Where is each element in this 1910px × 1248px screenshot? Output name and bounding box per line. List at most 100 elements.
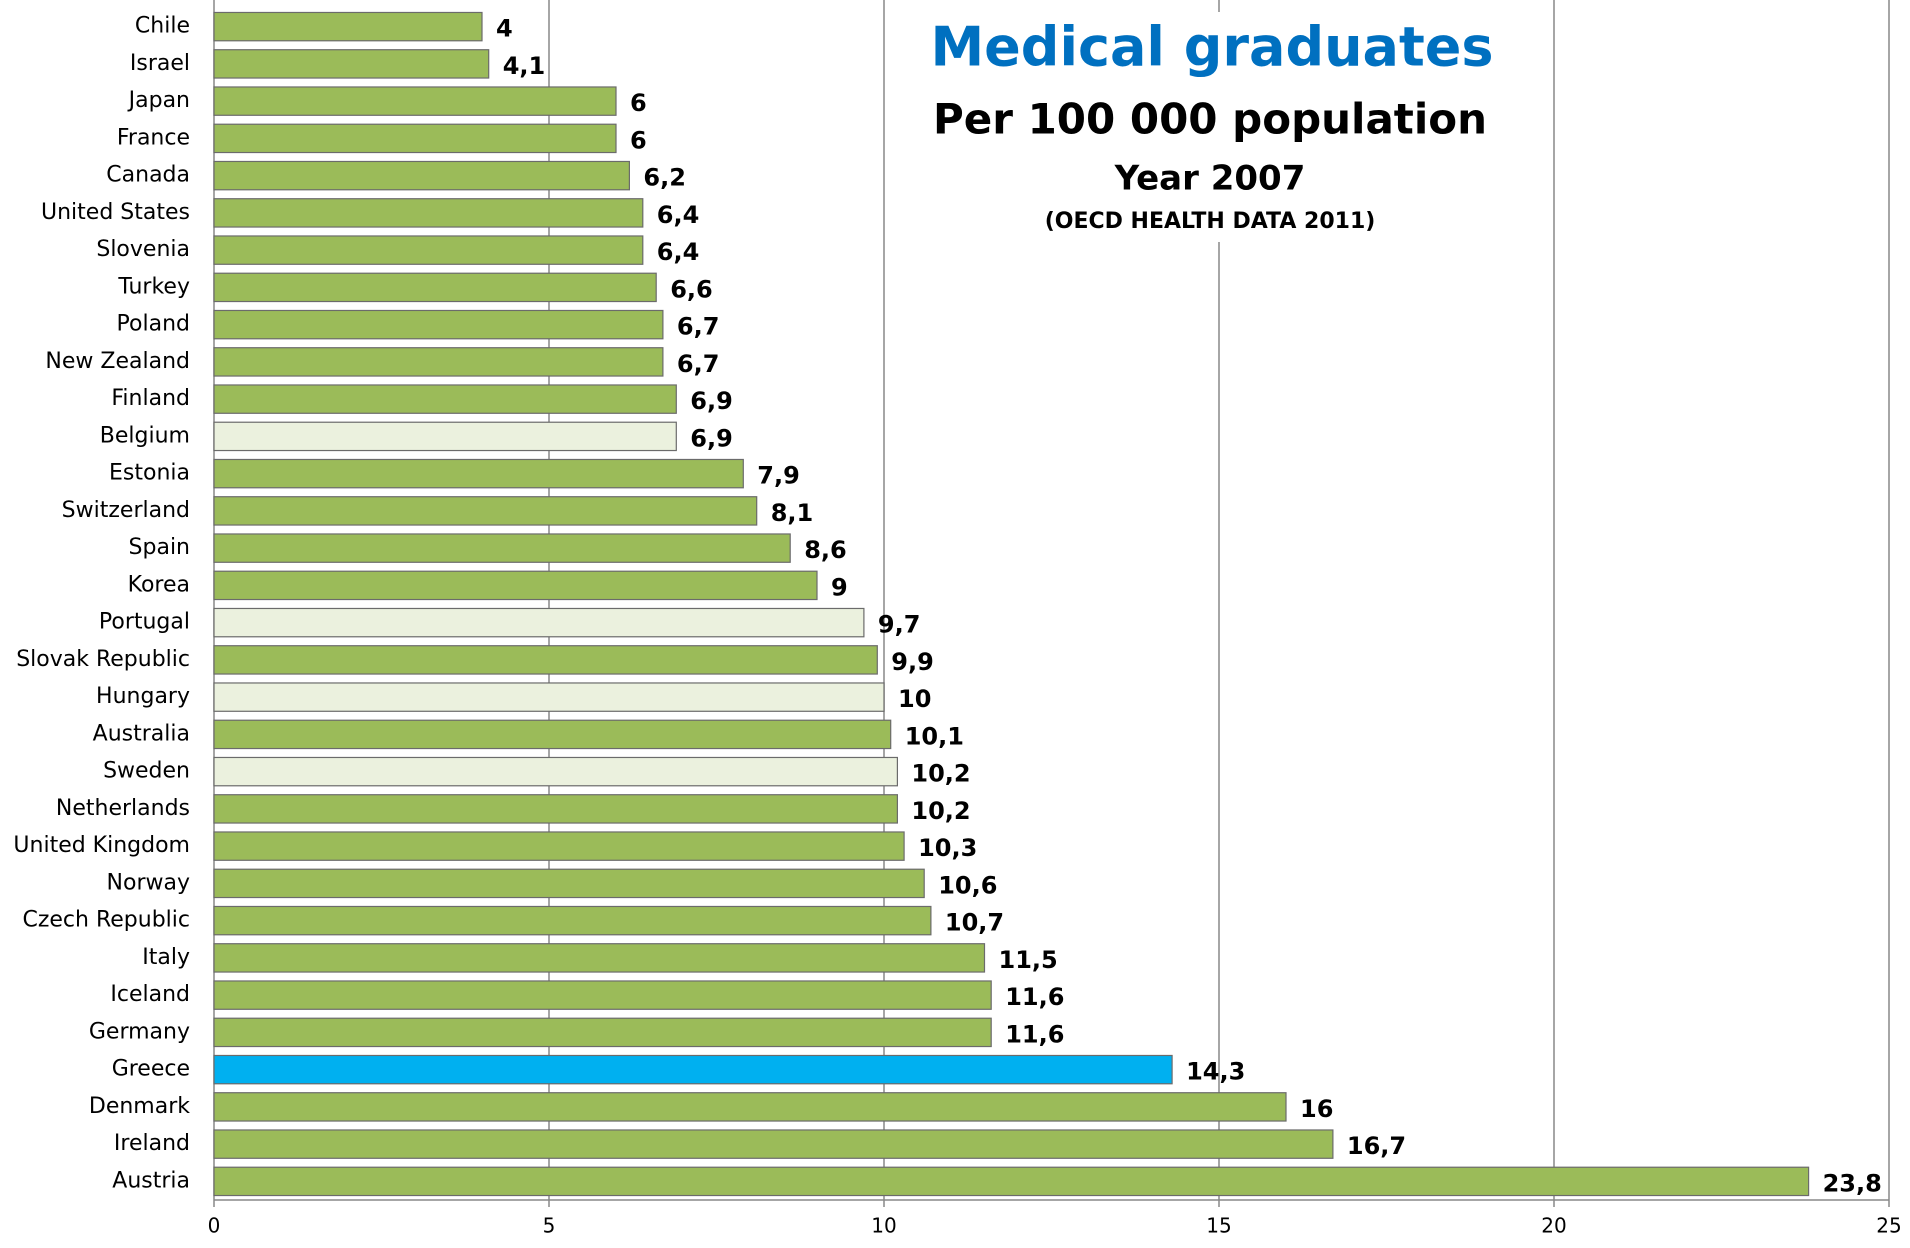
y-tick-label: Portugal [99,610,190,635]
value-label: 23,8 [1823,1169,1882,1197]
chart-source: (OECD HEALTH DATA 2011) [1045,209,1376,234]
value-label: 8,1 [771,499,814,527]
value-label: 10,1 [905,722,964,750]
value-label: 6 [630,126,647,154]
value-label: 9,9 [891,648,934,676]
value-label: 16,7 [1347,1132,1406,1160]
value-label: 6 [630,89,647,117]
y-tick-label: Greece [112,1057,190,1082]
value-label: 6,7 [677,313,720,341]
y-tick-label: Ireland [114,1131,190,1156]
y-tick-label: Chile [135,14,190,39]
y-tick-label: France [117,125,190,150]
y-tick-label: Slovak Republic [16,647,190,672]
bar [213,198,644,228]
bar [213,272,657,303]
value-label: 11,6 [1005,983,1064,1011]
y-tick-label: Canada [106,163,190,188]
y-tick-label: Italy [142,945,190,970]
bar [213,1129,1334,1159]
bar [213,719,892,750]
value-label: 11,5 [999,946,1058,974]
bar [213,682,885,712]
y-tick-label: Sweden [103,759,190,784]
bar [213,1017,992,1048]
y-tick-label: Norway [107,870,190,895]
y-tick-label: Czech Republic [22,908,190,933]
chart-subtitle: Per 100 000 population [933,95,1487,144]
value-label: 6,6 [670,275,713,303]
bar [213,458,744,489]
y-tick-label: United States [41,200,190,225]
bar [213,1092,1287,1122]
bar [213,309,664,340]
x-tick-label: 10 [871,1214,896,1238]
value-label: 4 [496,15,513,43]
bar [213,421,677,452]
y-tick-label: Israel [130,51,190,76]
value-label: 6,4 [657,201,700,229]
bar [213,570,818,601]
y-tick-label: Hungary [96,684,190,709]
bar [213,905,932,936]
y-tick-label: Austria [112,1168,190,1193]
value-label: 4,1 [503,52,546,80]
value-label: 10,3 [918,834,977,862]
value-label: 14,3 [1186,1058,1245,1086]
bar [213,11,483,42]
bar [213,86,617,116]
bar [213,1166,1810,1197]
value-label: 6,7 [677,350,720,378]
y-tick-label: Iceland [110,982,190,1007]
y-tick-label: Estonia [109,461,190,486]
x-tick-label: 5 [543,1214,556,1238]
chart-title: Medical graduates [930,16,1493,79]
bar [213,756,899,787]
value-label: 6,2 [643,164,686,192]
title-background [940,12,1480,242]
chart-subtitle: Year 2007 [1114,159,1306,199]
y-tick-label: Finland [111,386,190,411]
value-label: 10 [898,685,931,713]
x-tick-label: 0 [208,1214,221,1238]
value-label: 11,6 [1005,1020,1064,1048]
bar [213,160,630,191]
value-label: 10,2 [911,760,970,788]
value-label: 10,2 [911,797,970,825]
bar [213,607,865,638]
y-tick-label: Belgium [100,423,190,448]
y-tick-label: Switzerland [62,498,190,523]
value-label: 6,9 [690,387,733,415]
value-label: 9,7 [878,611,921,639]
bar [213,980,992,1010]
x-tick-label: 15 [1206,1214,1231,1238]
value-label: 7,9 [757,462,800,490]
y-tick-label: Slovenia [96,237,190,262]
bar [213,868,925,899]
value-label: 8,6 [804,536,847,564]
y-tick-label: Poland [117,312,190,337]
value-label: 9 [831,573,848,601]
bar [213,49,490,79]
y-tick-label: Turkey [117,274,190,299]
y-tick-label: Australia [93,721,190,746]
y-tick-label: New Zealand [45,349,190,374]
bar [213,645,878,675]
bar [213,123,617,154]
value-label: 6,4 [657,238,700,266]
y-tick-label: Germany [89,1019,190,1044]
y-tick-label: Japan [127,88,190,113]
value-label: 10,7 [945,909,1004,937]
y-tick-label: Korea [128,572,190,597]
y-tick-label: Netherlands [56,796,190,821]
value-label: 16 [1300,1095,1333,1123]
bar [213,533,791,563]
bar [213,347,664,377]
bar [213,235,644,265]
bar [213,1054,1173,1085]
bar [213,943,986,973]
value-label: 6,9 [690,424,733,452]
x-tick-label: 25 [1876,1214,1901,1238]
